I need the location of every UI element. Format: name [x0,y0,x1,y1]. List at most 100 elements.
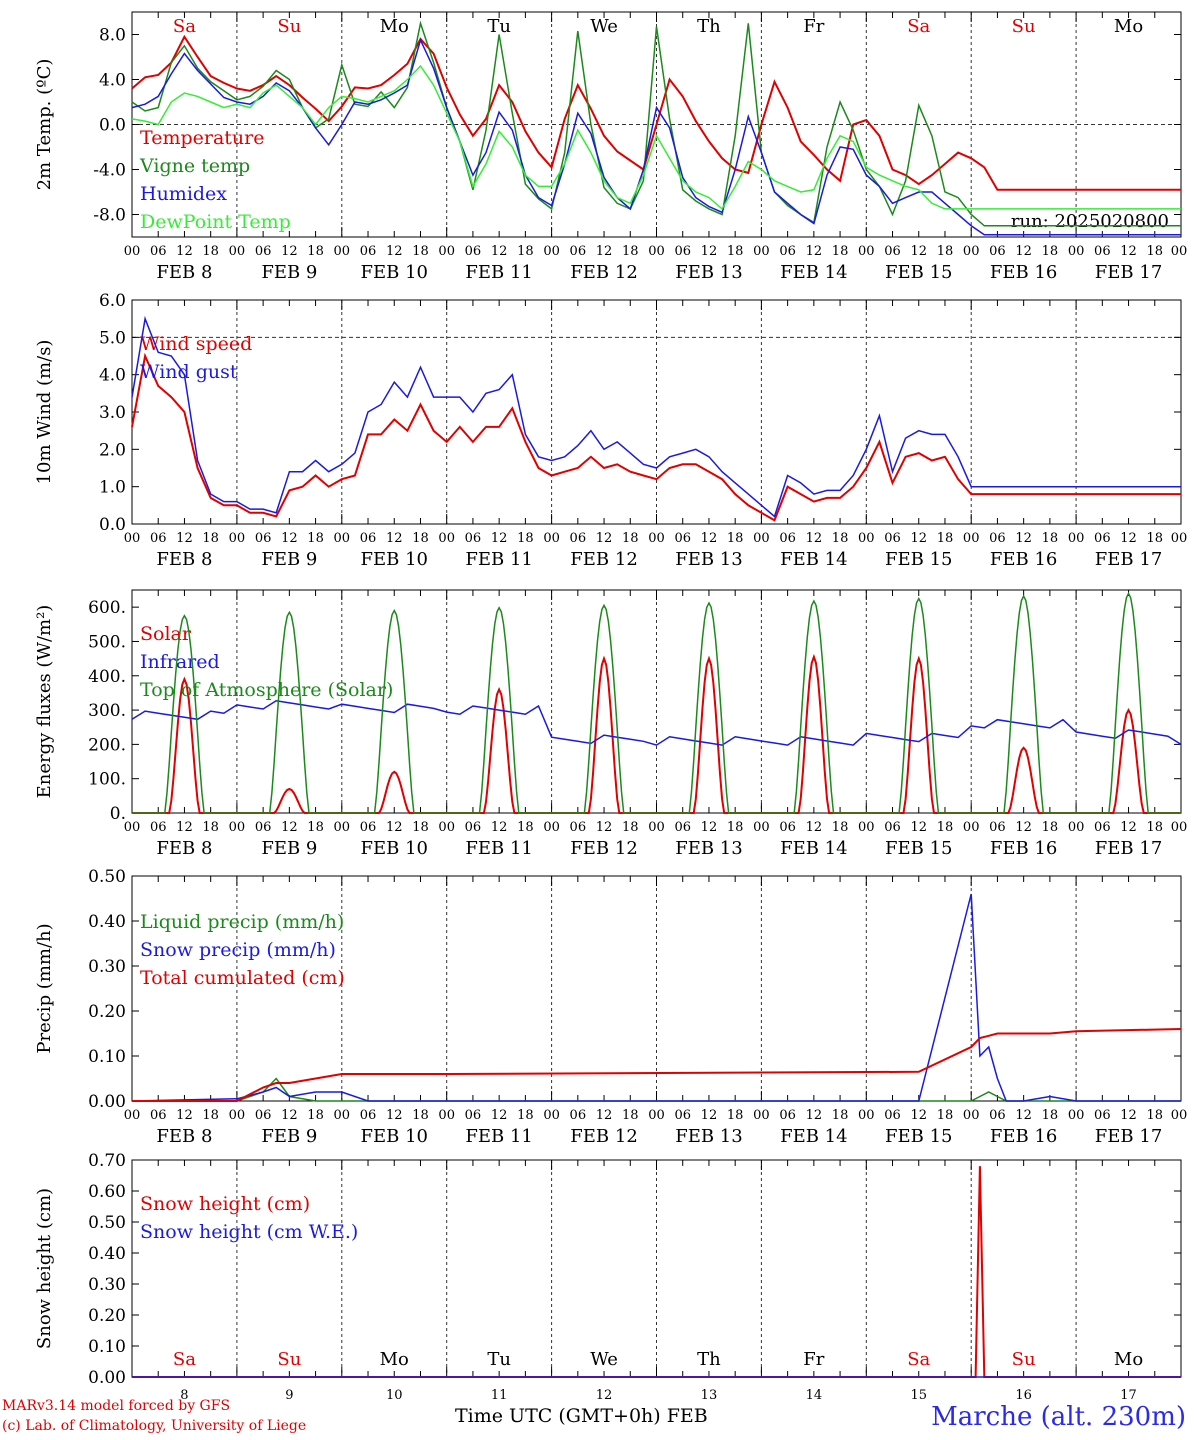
x-hour-label: 00 [963,531,980,546]
weekday-label: Sa [907,16,930,37]
x-hour-label: 12 [1015,820,1032,835]
legend-entry: Total cumulated (cm) [140,967,345,989]
x-hour-label: 12 [281,820,298,835]
y-tick-label: 300. [88,701,126,721]
x-hour-label: 12 [596,820,613,835]
x-hour-label: 18 [832,244,849,259]
x-date-label: FEB 17 [1095,838,1162,859]
weekday-label: Th [697,1349,721,1370]
y-tick-label: 0.60 [88,1182,126,1202]
station-name: Marche (alt. 230m) [931,1402,1186,1432]
x-hour-label: 12 [1120,1108,1137,1123]
day-number-label: 10 [386,1388,403,1403]
x-hour-label: 00 [229,244,246,259]
x-hour-label: 06 [570,531,587,546]
weekday-label: Mo [380,16,409,37]
x-hour-label: 00 [543,531,560,546]
x-hour-label: 18 [1147,1108,1164,1123]
x-hour-label: 00 [858,1108,875,1123]
day-number-label: 17 [1120,1388,1137,1403]
panel-4: 0.00 0.10 0.20 0.30 0.40 0.50 Precip (mm/h) 00 0… [34,867,1187,1147]
day-number-label: 9 [285,1388,293,1403]
legend-entry: Top of Atmosphere (Solar) [140,679,393,701]
x-hour-label: 06 [150,531,167,546]
legend-entry: Liquid precip (mm/h) [140,911,344,933]
x-hour-label: 06 [989,244,1006,259]
weekday-label: Mo [1114,16,1143,37]
legend-entry: DewPoint Temp [140,211,291,233]
x-hour-label: 18 [622,531,639,546]
legend-entry: Solar [140,623,192,645]
x-hour-label: 00 [334,531,351,546]
y-tick-label: 400. [88,667,126,687]
x-hour-label: 18 [622,1108,639,1123]
weekday-label: Mo [1114,1349,1143,1370]
x-hour-label: 06 [255,531,272,546]
x-date-label: FEB 14 [780,549,847,570]
x-date-label: FEB 13 [675,262,742,283]
x-hour-label: 12 [281,531,298,546]
panel-2: 0.0 1.0 2.0 3.0 4.0 5.0 6.0 10m Wind (m/s) 00 06 1… [34,291,1187,570]
x-hour-label: 00 [124,1108,141,1123]
plot-frame [131,589,1182,814]
x-date-label: FEB 10 [361,262,428,283]
x-hour-label: 18 [202,820,219,835]
x-hour-label: 06 [674,244,691,259]
x-hour-label: 06 [360,244,377,259]
x-hour-label: 12 [281,1108,298,1123]
y-tick-label: 0.40 [88,912,126,932]
x-hour-label: 00 [1068,1108,1085,1123]
x-hour-label: 00 [438,1108,455,1123]
x-hour-label: 06 [779,1108,796,1123]
x-hour-label: 18 [412,244,429,259]
y-tick-label: 0.00 [88,1092,126,1112]
x-date-label: FEB 16 [990,549,1057,570]
day-number-label: 8 [180,1388,188,1403]
time-axis-label: Time UTC (GMT+0h) FEB [455,1405,708,1427]
y-axis-label: Snow height (cm) [34,1188,55,1349]
x-hour-label: 00 [124,531,141,546]
x-date-label: FEB 9 [261,262,317,283]
x-hour-label: 12 [806,531,823,546]
x-date-label: FEB 16 [990,1126,1057,1147]
x-hour-label: 18 [1042,820,1059,835]
x-hour-label: 00 [334,244,351,259]
x-hour-label: 00 [334,1108,351,1123]
x-date-label: FEB 15 [885,1126,952,1147]
x-hour-label: 06 [150,1108,167,1123]
weekday-label: Tu [487,1349,511,1370]
x-hour-label: 12 [1015,1108,1032,1123]
x-hour-label: 12 [910,1108,927,1123]
x-date-label: FEB 14 [780,262,847,283]
x-hour-label: 00 [753,531,770,546]
x-hour-label: 06 [465,244,482,259]
x-hour-label: 12 [701,531,718,546]
x-hour-label: 18 [727,531,744,546]
x-hour-label: 00 [858,820,875,835]
weekday-label: Sa [173,1349,196,1370]
x-hour-label: 06 [150,820,167,835]
y-tick-label: 4.0 [99,71,126,91]
x-hour-label: 06 [884,1108,901,1123]
x-hour-label: 00 [858,244,875,259]
x-date-label: FEB 13 [675,838,742,859]
series-line-snow-precip-mm-h- [131,893,1181,1102]
x-hour-label: 12 [176,820,193,835]
x-hour-label: 12 [910,820,927,835]
x-hour-label: 12 [386,244,403,259]
x-hour-label: 12 [386,1108,403,1123]
x-hour-label: 18 [832,531,849,546]
x-date-label: FEB 8 [156,1126,212,1147]
x-date-label: FEB 11 [465,549,532,570]
x-date-label: FEB 11 [465,1126,532,1147]
x-date-label: FEB 12 [570,549,637,570]
y-tick-label: 0.0 [99,515,126,535]
x-hour-label: 12 [596,531,613,546]
x-hour-label: 18 [202,244,219,259]
series-line-infrared [131,700,1182,746]
x-date-label: FEB 13 [675,1126,742,1147]
x-hour-label: 00 [124,820,141,835]
x-hour-label: 18 [202,1108,219,1123]
